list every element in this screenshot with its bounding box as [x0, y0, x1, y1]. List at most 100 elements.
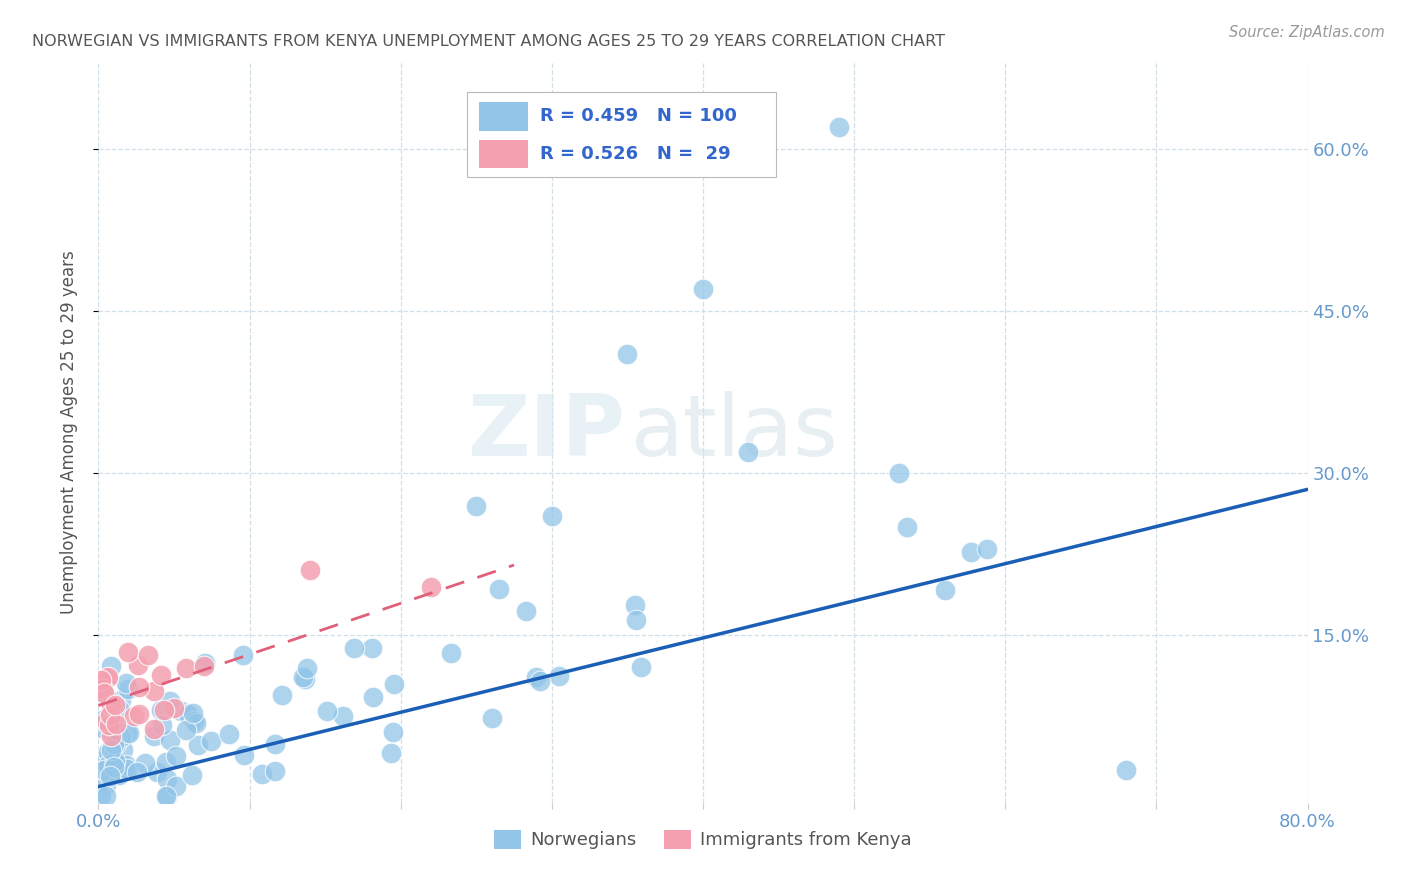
Point — [381, 724, 404, 739]
Point — [361, 641, 384, 656]
Point — [94, 714, 117, 728]
Point — [159, 694, 181, 708]
Point — [896, 520, 918, 534]
Point — [97, 757, 120, 772]
Point — [828, 120, 851, 135]
Point — [488, 582, 510, 597]
Point — [153, 703, 176, 717]
Point — [382, 677, 405, 691]
Point — [100, 769, 122, 783]
Point — [128, 707, 150, 722]
Point — [149, 703, 172, 717]
Point — [94, 789, 117, 804]
Point — [101, 755, 124, 769]
Point — [108, 702, 131, 716]
Point — [174, 661, 197, 675]
Point — [117, 645, 139, 659]
Point — [524, 670, 547, 684]
Point — [146, 765, 169, 780]
Point — [104, 737, 127, 751]
Point — [292, 670, 315, 684]
Point — [165, 780, 187, 794]
Point — [93, 763, 115, 777]
Point — [420, 580, 443, 594]
Point — [315, 704, 337, 718]
Point — [127, 658, 149, 673]
Point — [93, 681, 115, 696]
Point — [299, 563, 322, 577]
Point — [187, 739, 209, 753]
Point — [163, 701, 186, 715]
Point — [169, 704, 191, 718]
Point — [105, 716, 128, 731]
Point — [97, 746, 120, 760]
Point — [692, 282, 714, 296]
Point — [115, 675, 138, 690]
Point — [110, 731, 132, 745]
Point — [97, 670, 120, 684]
Point — [481, 711, 503, 725]
Point — [110, 693, 132, 707]
FancyBboxPatch shape — [467, 92, 776, 178]
Point — [100, 658, 122, 673]
Point — [136, 648, 159, 663]
Y-axis label: Unemployment Among Ages 25 to 29 years: Unemployment Among Ages 25 to 29 years — [59, 251, 77, 615]
Point — [515, 604, 537, 618]
Point — [218, 727, 240, 741]
Legend: Norwegians, Immigrants from Kenya: Norwegians, Immigrants from Kenya — [488, 823, 918, 856]
Point — [165, 748, 187, 763]
Point — [93, 686, 115, 700]
Point — [97, 718, 120, 732]
Point — [103, 723, 125, 737]
Point — [540, 509, 562, 524]
Text: NORWEGIAN VS IMMIGRANTS FROM KENYA UNEMPLOYMENT AMONG AGES 25 TO 29 YEARS CORREL: NORWEGIAN VS IMMIGRANTS FROM KENYA UNEMP… — [32, 34, 945, 49]
Point — [297, 661, 319, 675]
Point — [361, 690, 384, 704]
Point — [115, 762, 138, 776]
Point — [174, 723, 197, 738]
Point — [100, 729, 122, 743]
Point — [90, 789, 112, 804]
Point — [93, 673, 115, 688]
Point — [90, 673, 112, 688]
Point — [108, 767, 131, 781]
Point — [159, 733, 181, 747]
Point — [737, 444, 759, 458]
Point — [200, 734, 222, 748]
Point — [440, 646, 463, 660]
Point — [264, 764, 287, 779]
FancyBboxPatch shape — [479, 103, 527, 130]
Point — [142, 729, 165, 743]
Point — [529, 673, 551, 688]
Point — [630, 659, 652, 673]
Point — [270, 689, 292, 703]
Point — [156, 772, 179, 786]
Point — [115, 758, 138, 772]
Point — [91, 754, 114, 768]
Point — [616, 347, 638, 361]
Point — [125, 764, 148, 779]
Point — [960, 544, 983, 558]
Point — [294, 672, 316, 686]
Point — [332, 709, 354, 723]
Point — [101, 730, 124, 744]
Point — [177, 707, 200, 722]
Point — [134, 756, 156, 770]
Point — [111, 764, 134, 778]
Point — [94, 778, 117, 792]
Point — [181, 706, 204, 720]
Point — [180, 767, 202, 781]
Point — [193, 659, 215, 673]
Point — [100, 698, 122, 713]
Point — [91, 721, 114, 735]
Point — [343, 641, 366, 656]
Text: atlas: atlas — [630, 391, 838, 475]
Point — [624, 613, 647, 627]
Point — [976, 542, 998, 557]
Point — [104, 754, 127, 768]
Point — [232, 648, 254, 662]
Point — [104, 698, 127, 713]
Point — [250, 766, 273, 780]
Point — [184, 716, 207, 731]
Point — [150, 667, 173, 681]
